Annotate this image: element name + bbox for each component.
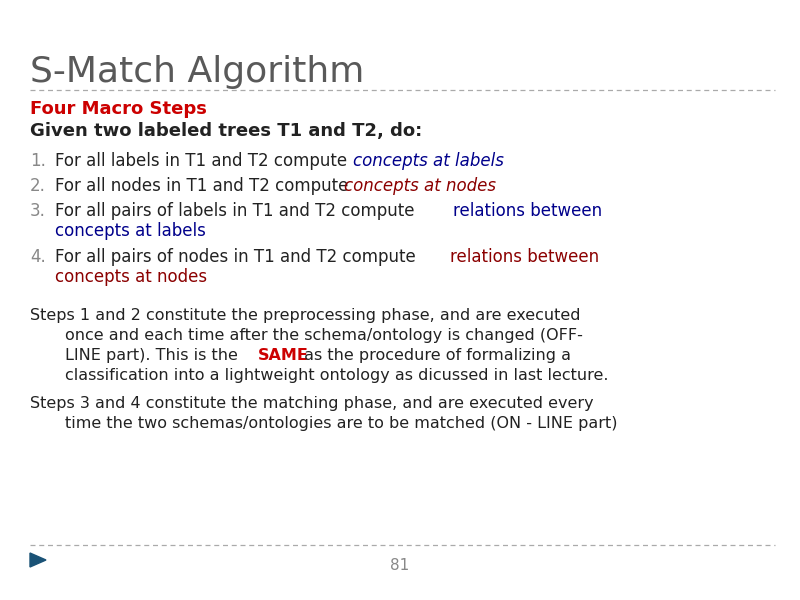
Text: Steps 1 and 2 constitute the preprocessing phase, and are executed: Steps 1 and 2 constitute the preprocessi… (30, 308, 581, 323)
Polygon shape (30, 553, 46, 567)
Text: time the two schemas/ontologies are to be matched (ON - LINE part): time the two schemas/ontologies are to b… (65, 416, 618, 431)
Text: 2.: 2. (30, 177, 46, 195)
Text: For all pairs of nodes in T1 and T2 compute: For all pairs of nodes in T1 and T2 comp… (55, 248, 421, 266)
Text: once and each time after the schema/ontology is changed (OFF-: once and each time after the schema/onto… (65, 328, 583, 343)
Text: 3.: 3. (30, 202, 46, 220)
Text: classification into a lightweight ontology as dicussed in last lecture.: classification into a lightweight ontolo… (65, 368, 609, 383)
Text: 1.: 1. (30, 152, 46, 170)
Text: concepts at labels: concepts at labels (55, 222, 206, 240)
Text: SAME: SAME (258, 348, 309, 363)
Text: concepts at labels: concepts at labels (353, 152, 504, 170)
Text: concepts at nodes: concepts at nodes (344, 177, 496, 195)
Text: Four Macro Steps: Four Macro Steps (30, 100, 207, 118)
Text: concepts at nodes: concepts at nodes (55, 268, 207, 286)
Text: Steps 3 and 4 constitute the matching phase, and are executed every: Steps 3 and 4 constitute the matching ph… (30, 396, 594, 411)
Text: 4.: 4. (30, 248, 46, 266)
Text: 81: 81 (390, 557, 410, 572)
Text: For all labels in T1 and T2 compute: For all labels in T1 and T2 compute (55, 152, 352, 170)
Text: S-Match Algorithm: S-Match Algorithm (30, 55, 364, 89)
Text: relations between: relations between (450, 248, 599, 266)
Text: Given two labeled trees T1 and T2, do:: Given two labeled trees T1 and T2, do: (30, 122, 422, 140)
Text: as the procedure of formalizing a: as the procedure of formalizing a (299, 348, 571, 363)
Text: For all pairs of labels in T1 and T2 compute: For all pairs of labels in T1 and T2 com… (55, 202, 420, 220)
Text: LINE part). This is the: LINE part). This is the (65, 348, 243, 363)
Text: For all nodes in T1 and T2 compute: For all nodes in T1 and T2 compute (55, 177, 354, 195)
Text: relations between: relations between (453, 202, 602, 220)
